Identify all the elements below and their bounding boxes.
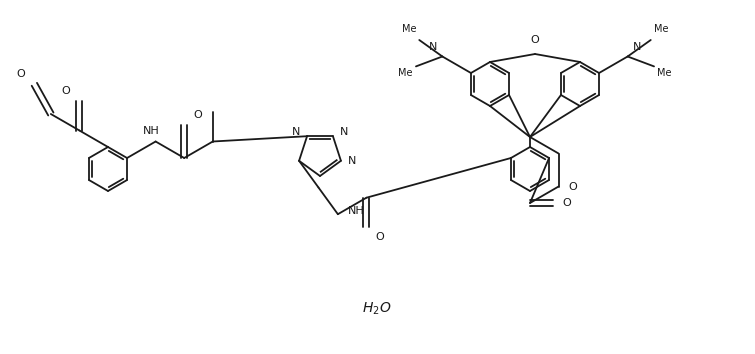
Text: N: N [340, 127, 348, 137]
Text: NH: NH [348, 206, 365, 216]
Text: O: O [375, 232, 384, 242]
Text: O: O [569, 182, 578, 192]
Text: Me: Me [654, 24, 668, 34]
Text: N: N [429, 41, 437, 51]
Text: O: O [562, 198, 571, 208]
Text: Me: Me [657, 68, 671, 78]
Text: $H_2O$: $H_2O$ [362, 301, 392, 317]
Text: N: N [348, 156, 356, 166]
Text: O: O [531, 35, 539, 45]
Text: N: N [633, 41, 641, 51]
Text: Me: Me [402, 24, 416, 34]
Text: O: O [193, 110, 202, 120]
Text: N: N [291, 127, 300, 137]
Text: O: O [17, 69, 26, 79]
Text: NH: NH [143, 126, 160, 136]
Text: Me: Me [399, 68, 413, 78]
Text: O: O [62, 86, 70, 96]
